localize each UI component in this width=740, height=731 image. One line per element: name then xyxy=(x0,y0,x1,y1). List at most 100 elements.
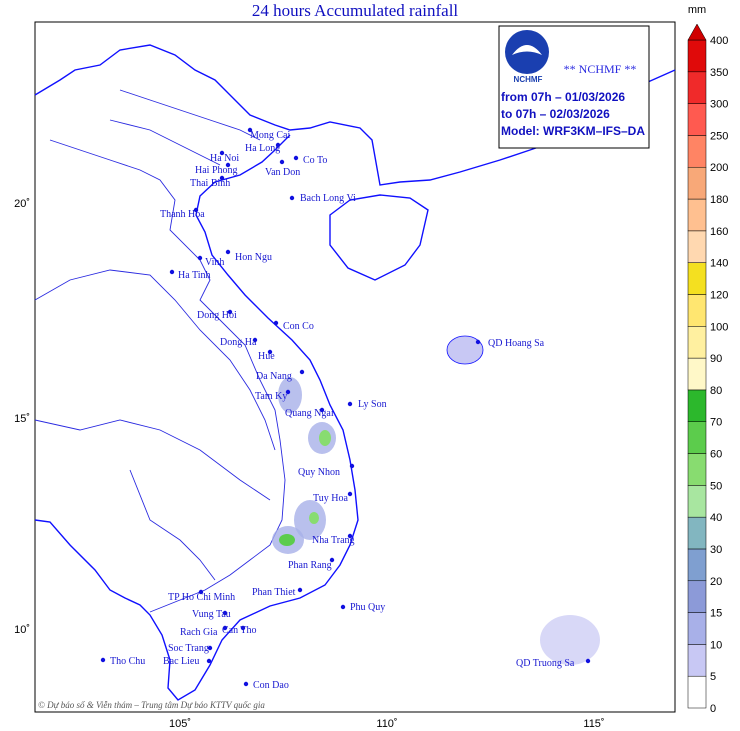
place-label: Phan Rang xyxy=(288,560,332,571)
place-label: Tho Chu xyxy=(110,656,145,667)
axis-labels: 20˚ 15˚ 10˚ 105˚ 110˚ 115˚ xyxy=(14,198,605,730)
colorbar-label: 100 xyxy=(710,321,728,333)
colorbar-label: 30 xyxy=(710,544,722,556)
colorbar-swatch xyxy=(687,453,707,486)
place-dot xyxy=(169,269,175,275)
place-dot xyxy=(193,207,199,213)
colorbar-label: 250 xyxy=(710,130,728,142)
colorbar-swatch xyxy=(687,580,707,613)
place-dot xyxy=(319,407,325,413)
place-dot xyxy=(585,658,591,664)
place-label: Bach Long Vi xyxy=(300,193,356,204)
place-dot xyxy=(252,337,258,343)
colorbar-label: 80 xyxy=(710,385,722,397)
colorbar-label: 200 xyxy=(710,162,728,174)
colorbar-label: 60 xyxy=(710,449,722,461)
place-dot xyxy=(247,127,253,133)
colorbar-swatch xyxy=(687,262,707,295)
place-label: Ha Long xyxy=(245,143,280,154)
colorbar-swatch xyxy=(687,326,707,359)
colorbar-swatch xyxy=(687,485,707,518)
place-dot xyxy=(219,150,225,156)
colorbar-swatch xyxy=(687,135,707,168)
place-dot xyxy=(198,589,204,595)
place-dot xyxy=(293,155,299,161)
place-dot xyxy=(347,401,353,407)
place-label: Bac Lieu xyxy=(163,656,199,667)
place-dot xyxy=(243,681,249,687)
colorbar-label: 160 xyxy=(710,226,728,238)
place-dot xyxy=(222,610,228,616)
place-dot xyxy=(475,339,481,345)
colorbar-swatch xyxy=(687,71,707,104)
colorbar: mm 0 5 10 15 20 30 40 50 60 70 80 90 100 120 140 160 180 2… xyxy=(687,4,728,715)
place-label: Quang Ngai xyxy=(285,408,334,419)
place-label: Tam Ky xyxy=(255,391,287,402)
logo-text: NCHMF xyxy=(514,75,543,84)
lon-label: 105˚ xyxy=(169,718,191,730)
coastline xyxy=(34,44,676,701)
place-label: Con Dao xyxy=(253,680,289,691)
colorbar-swatch xyxy=(687,230,707,263)
lat-label: 10˚ xyxy=(14,624,30,636)
place-dot xyxy=(222,625,228,631)
colorbar-swatch xyxy=(687,548,707,582)
place-dot xyxy=(349,463,355,469)
place-dot xyxy=(340,604,346,610)
info-line: to 07h – 02/03/2026 xyxy=(501,107,610,121)
place-label: Thai Binh xyxy=(190,178,230,189)
colorbar-label: 10 xyxy=(710,639,722,651)
colorbar-swatch xyxy=(687,389,707,422)
place-label: Can Tho xyxy=(222,625,257,636)
place-dot xyxy=(227,309,233,315)
info-line: Model: WRF3KM–IFS–DA xyxy=(501,124,645,138)
place-dot xyxy=(207,645,213,651)
colorbar-label: 90 xyxy=(710,353,722,365)
place-label: QD Hoang Sa xyxy=(488,338,545,349)
place-dot xyxy=(299,369,305,375)
place-label: Phan Thiet xyxy=(252,587,296,598)
colorbar-swatch xyxy=(687,103,707,136)
lat-label: 20˚ xyxy=(14,198,30,210)
credit: © Dự báo số & Viễn thám – Trung tâm Dự b… xyxy=(38,700,265,710)
place-label: Hai Phong xyxy=(195,165,238,176)
colorbar-label: 120 xyxy=(710,289,728,301)
place-label: Hon Ngu xyxy=(235,252,272,263)
colorbar-label: 40 xyxy=(710,512,722,524)
colorbar-label: 50 xyxy=(710,480,722,492)
colorbar-label: 0 xyxy=(710,703,716,715)
place-dot xyxy=(347,533,353,539)
colorbar-label: 5 xyxy=(710,671,716,683)
place-label: QD Truong Sa xyxy=(516,658,575,669)
colorbar-swatch xyxy=(687,294,707,327)
place-dot xyxy=(197,255,203,261)
place-dot xyxy=(275,142,281,148)
place-label: Vung Tau xyxy=(192,609,231,620)
colorbar-label: 180 xyxy=(710,194,728,206)
colorbar-swatch xyxy=(687,644,707,677)
place-dot xyxy=(100,657,106,663)
agency: ** NCHMF ** xyxy=(564,62,637,76)
place-dot xyxy=(285,389,291,395)
place-label: Phu Quy xyxy=(350,602,385,613)
place-label: Vinh xyxy=(205,257,224,268)
place-label: Da Nang xyxy=(256,371,292,382)
place-dot xyxy=(273,320,279,326)
lon-label: 115˚ xyxy=(583,718,604,730)
place-dot xyxy=(297,587,303,593)
place-dot xyxy=(329,557,335,563)
colorbar-unit: mm xyxy=(688,4,706,16)
colorbar-swatch xyxy=(687,612,707,645)
place-dot xyxy=(289,195,295,201)
colorbar-swatch xyxy=(687,421,707,454)
logo xyxy=(505,30,549,74)
place-label: Thanh Hoa xyxy=(160,209,205,220)
colorbar-label: 400 xyxy=(710,35,728,47)
place-label: TP Ho Chi Minh xyxy=(168,592,235,603)
place-dot xyxy=(225,249,231,255)
colorbar-top xyxy=(687,23,707,41)
place-label: Tuy Hoa xyxy=(313,493,348,504)
colorbar-label: 70 xyxy=(710,417,722,429)
